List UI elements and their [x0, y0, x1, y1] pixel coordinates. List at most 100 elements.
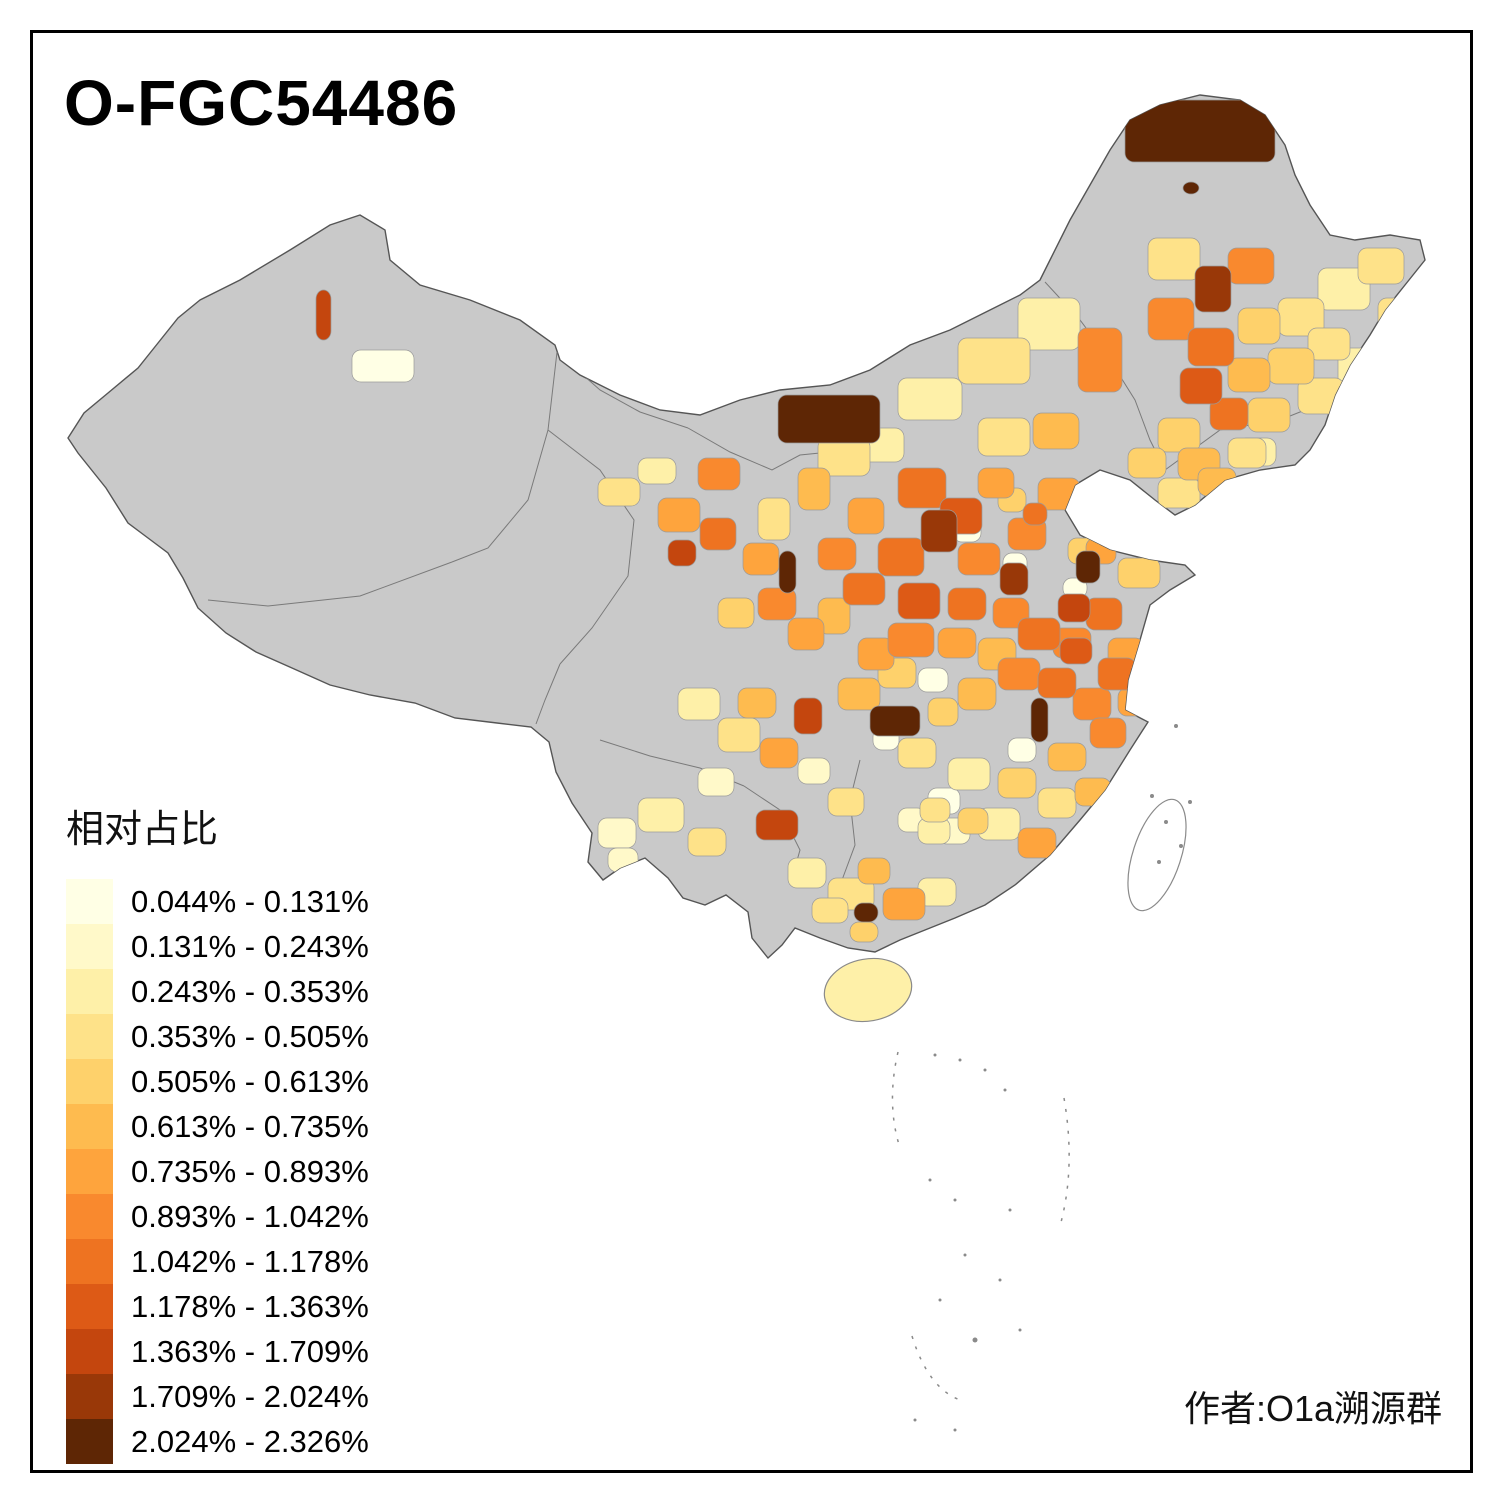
hainan-island [823, 957, 913, 1023]
prefecture-region [957, 542, 1001, 576]
prefecture-region [869, 705, 921, 737]
legend-item: 0.505% - 0.613% [66, 1059, 369, 1104]
prefecture-region [1017, 297, 1081, 351]
prefecture-region [1307, 327, 1351, 361]
legend-item: 0.243% - 0.353% [66, 969, 369, 1014]
legend-swatch [66, 1284, 113, 1329]
legend-label: 0.243% - 0.353% [131, 973, 369, 1009]
prefecture-region [1017, 827, 1057, 859]
legend-swatch [66, 924, 113, 969]
prefecture-region [687, 827, 727, 857]
prefecture-region [657, 497, 701, 533]
prefecture-region [897, 582, 941, 620]
prefecture-region [1089, 717, 1127, 749]
legend-swatch [66, 1329, 113, 1374]
legend-item: 0.735% - 0.893% [66, 1149, 369, 1194]
prefecture-region [947, 757, 991, 791]
prefecture-region [777, 394, 881, 444]
prefecture-region [697, 767, 735, 797]
prefecture-region [920, 509, 958, 553]
prefecture-region [999, 562, 1029, 596]
prefecture-region [1182, 181, 1200, 195]
prefecture-region [607, 847, 639, 873]
prefecture-region [997, 657, 1041, 691]
prefecture-region [1022, 502, 1048, 526]
legend-swatch [66, 1239, 113, 1284]
prefecture-region [957, 677, 997, 711]
prefecture-region [797, 467, 831, 511]
prefecture-region [897, 467, 947, 509]
prefecture-region [778, 550, 797, 594]
legend-label: 1.363% - 1.709% [131, 1333, 369, 1369]
prefecture-region [919, 797, 951, 823]
legend-item: 0.131% - 0.243% [66, 924, 369, 969]
prefecture-region [937, 627, 977, 659]
prefecture-region [1057, 847, 1095, 877]
prefecture-region [797, 757, 831, 785]
prefecture-region [699, 517, 737, 551]
prefecture-region [849, 921, 879, 943]
legend-label: 2.024% - 2.326% [131, 1423, 369, 1459]
legend-swatch [66, 1149, 113, 1194]
page-title: O-FGC54486 [64, 67, 459, 139]
legend-item: 1.363% - 1.709% [66, 1329, 369, 1374]
prefecture-region [1077, 327, 1123, 393]
prefecture-region [742, 542, 780, 576]
prefecture-region [697, 457, 741, 491]
legend-label: 0.505% - 0.613% [131, 1063, 369, 1099]
prefecture-region [947, 587, 987, 621]
prefecture-region [1377, 297, 1421, 363]
prefecture-region [1032, 412, 1080, 450]
prefecture-region [897, 377, 963, 421]
prefecture-region [1074, 777, 1112, 807]
prefecture-region [315, 289, 332, 341]
prefecture-region [857, 857, 891, 885]
legend-label: 0.735% - 0.893% [131, 1153, 369, 1189]
prefecture-region [1267, 347, 1315, 385]
prefecture-region [1075, 550, 1101, 584]
legend: 相对占比 0.044% - 0.131% 0.131% - 0.243% 0.243… [66, 798, 369, 1464]
prefecture-region [1227, 357, 1271, 393]
legend-title: 相对占比 [66, 809, 219, 851]
prefecture-region [817, 537, 857, 571]
prefecture-region [737, 687, 777, 719]
prefecture-region [992, 597, 1030, 629]
prefecture-region [1117, 687, 1151, 717]
legend-swatch [66, 1374, 113, 1419]
prefecture-region [917, 667, 949, 693]
prefecture-region [1179, 367, 1223, 405]
china-mainland [67, 94, 1426, 960]
prefecture-region [837, 677, 881, 711]
prefecture-region [755, 809, 799, 841]
prefecture-region [1072, 687, 1112, 721]
prefecture-region [1247, 397, 1291, 433]
prefecture-region [1227, 247, 1275, 285]
prefecture-region [1085, 597, 1123, 631]
prefecture-region [977, 467, 1015, 499]
prefecture-region [597, 817, 637, 849]
legend-label: 0.131% - 0.243% [131, 928, 369, 964]
prefecture-region [1157, 477, 1201, 509]
legend-label: 0.353% - 0.505% [131, 1018, 369, 1054]
prefecture-region [1127, 447, 1167, 479]
taiwan-island [1127, 798, 1187, 912]
prefecture-region [842, 572, 886, 606]
legend-swatch [66, 879, 113, 924]
prefecture-region [1030, 697, 1049, 743]
prefecture-region [637, 797, 685, 833]
prefecture-region [827, 787, 865, 817]
prefecture-region [1227, 437, 1267, 469]
prefecture-region [897, 737, 937, 769]
prefecture-region [1059, 637, 1093, 665]
prefecture-region [1047, 742, 1087, 772]
prefecture-region [1187, 327, 1235, 367]
prefecture-region [1237, 307, 1281, 345]
prefecture-region [717, 717, 761, 753]
prefecture-region [1117, 557, 1161, 589]
legend-swatch [66, 1059, 113, 1104]
prefecture-region [882, 887, 926, 921]
prefecture-region [1197, 467, 1237, 497]
prefecture-region [1357, 247, 1405, 285]
prefecture-region [1057, 593, 1091, 623]
